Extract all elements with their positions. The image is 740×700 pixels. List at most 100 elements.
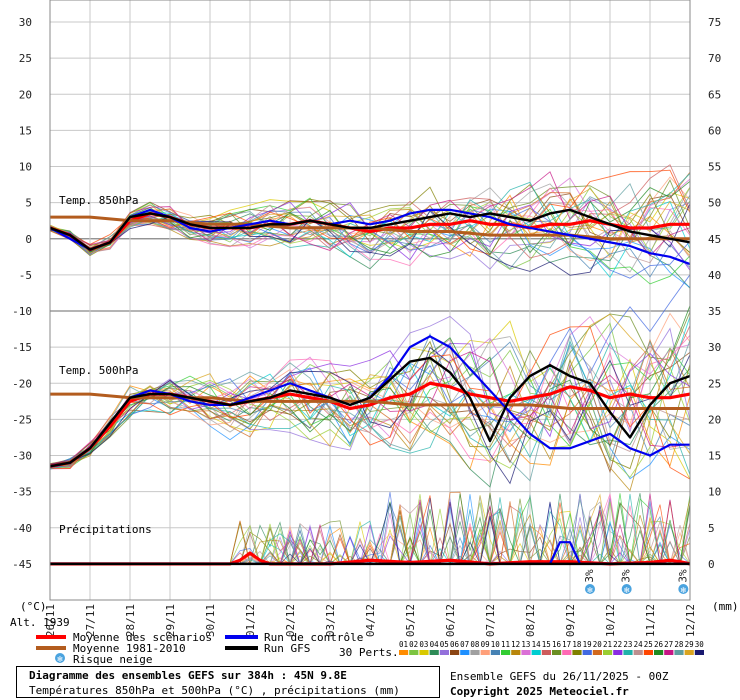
perturbation-swatch bbox=[501, 650, 511, 655]
perturbation-swatch bbox=[399, 650, 409, 655]
perturbation-number: 10 bbox=[491, 640, 501, 649]
x-tick-label: 27/11 bbox=[84, 604, 97, 637]
chart-title: Diagramme des ensembles GEFS sur 384h : … bbox=[29, 669, 347, 682]
perturbation-swatch bbox=[470, 650, 480, 655]
perturbation-number: 19 bbox=[583, 640, 592, 649]
legend-label-gfs: Run GFS bbox=[264, 642, 310, 655]
perturbation-swatch bbox=[552, 650, 562, 655]
y-tick-right: 70 bbox=[708, 52, 721, 65]
perturbation-swatch bbox=[592, 650, 602, 655]
perturbation-number: 11 bbox=[501, 640, 510, 649]
y-tick-right: 35 bbox=[708, 305, 721, 318]
perturbation-number: 26 bbox=[654, 640, 664, 649]
perturbation-swatch bbox=[694, 650, 704, 655]
y-tick-left: 30 bbox=[19, 16, 32, 29]
snow-risk-label: 3% bbox=[583, 569, 596, 583]
snowflake-icon bbox=[678, 584, 689, 594]
snowflake-glyph: ❄ bbox=[681, 586, 687, 596]
perturbation-swatch bbox=[572, 650, 582, 655]
legend-label-control: Run de contrôle bbox=[264, 631, 363, 644]
perturbation-number: 25 bbox=[644, 640, 653, 649]
altitude-label: Alt. 1939 bbox=[10, 616, 70, 629]
snowflake-icon bbox=[621, 584, 632, 594]
perturbation-line-t500 bbox=[49, 316, 691, 467]
perturbation-swatch bbox=[674, 650, 684, 655]
perturbation-number: 07 bbox=[460, 640, 469, 649]
x-tick-label: 06/12 bbox=[444, 604, 457, 637]
perturbation-swatch bbox=[511, 650, 521, 655]
snow-risk-label: 3% bbox=[676, 569, 689, 583]
y-tick-right: 5 bbox=[708, 522, 715, 535]
perturbation-number: 23 bbox=[623, 640, 632, 649]
y-tick-right: 15 bbox=[708, 450, 721, 463]
x-tick-label: 10/12 bbox=[604, 604, 617, 637]
snowflake-icon bbox=[55, 653, 65, 663]
perturbation-swatch bbox=[531, 650, 541, 655]
snowflake-glyph: ❄ bbox=[57, 655, 63, 665]
y-tick-right: 0 bbox=[708, 558, 715, 571]
plot-border bbox=[49, 0, 691, 601]
x-tick-label: 02/12 bbox=[284, 604, 297, 637]
x-tick-label: 07/12 bbox=[484, 604, 497, 637]
perturbation-number: 14 bbox=[532, 640, 542, 649]
perturbation-swatch bbox=[439, 650, 449, 655]
x-tick-label: 04/12 bbox=[364, 604, 377, 637]
perturbation-swatch bbox=[613, 650, 623, 655]
perturbation-swatch bbox=[633, 650, 643, 655]
perturbation-line-t500 bbox=[49, 346, 691, 485]
series-line-t850 bbox=[49, 208, 691, 251]
perturbation-number: 21 bbox=[603, 640, 612, 649]
perturbation-swatch bbox=[409, 650, 419, 655]
x-tick-label: 12/12 bbox=[684, 604, 697, 637]
perturbation-swatch bbox=[541, 650, 551, 655]
x-tick-label: 28/11 bbox=[124, 604, 137, 637]
perturbation-number: 02 bbox=[409, 640, 418, 649]
perturbation-number: 20 bbox=[593, 640, 603, 649]
y-tick-left: -35 bbox=[12, 486, 32, 499]
x-tick-label: 26/11 bbox=[44, 604, 57, 637]
perturbation-swatch bbox=[562, 650, 572, 655]
perturbation-swatch bbox=[490, 650, 500, 655]
perturbation-swatch bbox=[603, 650, 613, 655]
snowflake-glyph: ❄ bbox=[587, 586, 593, 596]
y-tick-left: 20 bbox=[19, 88, 32, 101]
perturbation-number: 01 bbox=[399, 640, 408, 649]
y-tick-left: -15 bbox=[12, 341, 32, 354]
perturbation-number: 08 bbox=[470, 640, 480, 649]
x-tick-label: 09/12 bbox=[564, 604, 577, 637]
series-line-t850 bbox=[49, 208, 691, 266]
perturbation-number: 16 bbox=[552, 640, 562, 649]
perturbation-swatch bbox=[623, 650, 633, 655]
legend-label-clim: Moyenne 1981-2010 bbox=[73, 642, 186, 655]
perturbation-swatch bbox=[643, 650, 653, 655]
y-tick-left: -5 bbox=[19, 269, 32, 282]
perturbation-swatch bbox=[582, 650, 592, 655]
perturbation-number: 27 bbox=[664, 640, 673, 649]
legend-label-mean: Moyenne des scénarios bbox=[73, 631, 212, 644]
snowflake-icon bbox=[585, 584, 595, 594]
perturbation-swatch bbox=[429, 650, 439, 655]
perturbation-line-t500 bbox=[49, 311, 691, 467]
y-tick-right: 60 bbox=[708, 124, 721, 137]
perturbation-swatch bbox=[480, 650, 490, 655]
series-line-t500 bbox=[50, 392, 690, 411]
series-line-t500 bbox=[49, 356, 691, 468]
y-tick-right: 45 bbox=[708, 233, 721, 246]
y-tick-right: 30 bbox=[708, 341, 721, 354]
perturbation-number: 09 bbox=[481, 640, 490, 649]
y-tick-left: -25 bbox=[12, 413, 32, 426]
perturbation-number: 06 bbox=[450, 640, 460, 649]
x-tick-label: 03/12 bbox=[324, 604, 337, 637]
y-tick-right: 50 bbox=[708, 197, 721, 210]
right-axis-unit: (mm) bbox=[712, 600, 739, 613]
legend-label-snow: Risque neige bbox=[73, 653, 152, 666]
perturbation-number: 13 bbox=[521, 640, 530, 649]
x-tick-label: 29/11 bbox=[164, 604, 177, 637]
y-tick-right: 75 bbox=[708, 16, 721, 29]
snow-risk-label: 3% bbox=[620, 569, 633, 583]
y-tick-left: -30 bbox=[12, 450, 32, 463]
perturbation-swatch bbox=[450, 650, 460, 655]
perturbation-line-t500 bbox=[49, 326, 691, 480]
y-tick-left: 0 bbox=[25, 233, 32, 246]
